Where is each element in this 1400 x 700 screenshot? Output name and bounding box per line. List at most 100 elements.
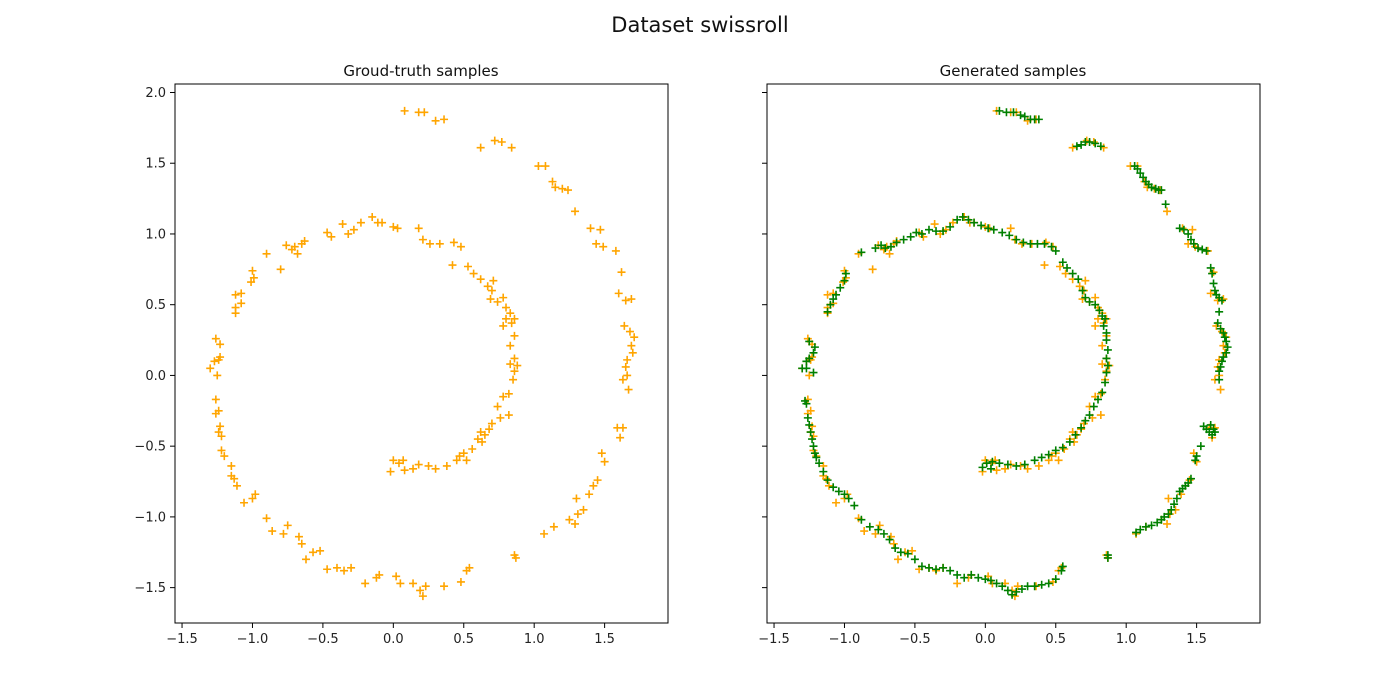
data-point-generated-s1-70 bbox=[1167, 505, 1176, 514]
data-point-ground-truth-s0-176 bbox=[409, 464, 418, 473]
data-point-generated-s0-167 bbox=[1060, 444, 1069, 453]
data-point-generated-s0-137 bbox=[1075, 282, 1084, 291]
data-point-generated-s0-75 bbox=[871, 529, 880, 538]
x-tick-label: 1.0 bbox=[1116, 632, 1137, 647]
data-point-ground-truth-s0-84 bbox=[227, 461, 236, 470]
data-point-ground-truth-s0-86 bbox=[217, 446, 226, 455]
data-point-ground-truth-s0-172 bbox=[442, 461, 451, 470]
data-point-ground-truth-s0-137 bbox=[483, 282, 492, 291]
data-point-generated-s0-80 bbox=[832, 498, 841, 507]
data-point-generated-s1-91 bbox=[1003, 586, 1012, 595]
data-point-generated-s1-118 bbox=[829, 483, 838, 492]
data-point-ground-truth-s0-104 bbox=[237, 289, 246, 298]
x-tick-label: 0.5 bbox=[1045, 632, 1066, 647]
data-point-ground-truth-s0-109 bbox=[276, 265, 285, 274]
x-tick-label: −0.5 bbox=[307, 632, 339, 647]
data-point-ground-truth-s0-127 bbox=[414, 224, 423, 233]
data-point-generated-s0-131 bbox=[1041, 238, 1050, 247]
data-point-ground-truth-s0-133 bbox=[448, 261, 457, 270]
data-point-ground-truth-s0-166 bbox=[478, 437, 487, 446]
data-point-generated-s1-184 bbox=[1095, 306, 1104, 315]
data-point-ground-truth-s0-95 bbox=[210, 357, 219, 366]
data-point-generated-s1-90 bbox=[1008, 590, 1017, 599]
data-point-ground-truth-s0-71 bbox=[301, 555, 310, 564]
data-point-generated-s1-111 bbox=[874, 525, 883, 534]
data-point-ground-truth-s0-170 bbox=[452, 456, 461, 465]
data-point-ground-truth-s0-58 bbox=[418, 592, 427, 601]
data-point-generated-s1-151 bbox=[892, 238, 901, 247]
data-point-ground-truth-s0-165 bbox=[473, 435, 482, 444]
axes-frame-ground-truth bbox=[174, 83, 669, 624]
y-tick-label: 2.0 bbox=[145, 86, 166, 101]
data-point-ground-truth-s0-85 bbox=[220, 452, 229, 461]
data-point-generated-s0-17 bbox=[1188, 225, 1197, 234]
data-point-ground-truth-s0-42 bbox=[585, 490, 594, 499]
data-point-generated-s1-62 bbox=[1191, 456, 1200, 465]
data-point-generated-s1-63 bbox=[1186, 474, 1195, 483]
data-point-ground-truth-s0-31 bbox=[621, 362, 630, 371]
data-point-ground-truth-s0-4 bbox=[440, 115, 449, 124]
data-point-generated-s1-138 bbox=[805, 337, 814, 346]
data-point-generated-s1-29 bbox=[1189, 239, 1198, 248]
data-point-generated-s1-182 bbox=[1085, 297, 1094, 306]
data-point-generated-s1-119 bbox=[823, 476, 832, 485]
data-point-generated-s1-183 bbox=[1091, 300, 1100, 309]
data-point-ground-truth-s0-113 bbox=[293, 249, 302, 258]
data-point-ground-truth-s0-74 bbox=[283, 521, 292, 530]
data-point-generated-s1-117 bbox=[834, 487, 843, 496]
data-point-ground-truth-s0-76 bbox=[268, 527, 277, 536]
data-point-generated-s1-94 bbox=[986, 576, 995, 585]
data-point-generated-s1-213 bbox=[982, 459, 991, 468]
data-point-ground-truth-s0-138 bbox=[489, 276, 498, 285]
data-point-generated-s0-5 bbox=[1068, 143, 1077, 152]
data-point-ground-truth-s0-101 bbox=[231, 303, 240, 312]
data-point-generated-s1-140 bbox=[826, 300, 835, 309]
data-point-generated-s1-112 bbox=[865, 522, 874, 531]
data-point-generated-s0-109 bbox=[868, 265, 877, 274]
data-point-ground-truth-s0-168 bbox=[459, 449, 468, 458]
data-point-ground-truth-s0-43 bbox=[579, 505, 588, 514]
data-point-generated-s1-210 bbox=[1003, 460, 1012, 469]
data-point-ground-truth-s0-23 bbox=[621, 296, 630, 305]
data-point-generated-s1-52 bbox=[1215, 375, 1224, 384]
data-point-ground-truth-s0-27 bbox=[630, 333, 639, 342]
x-tick-label: −1.5 bbox=[758, 632, 790, 647]
data-point-generated-s1-106 bbox=[903, 549, 912, 558]
data-point-generated-s1-188 bbox=[1102, 328, 1111, 337]
data-point-generated-s1-114 bbox=[850, 501, 859, 510]
data-point-ground-truth-s0-141 bbox=[493, 297, 502, 306]
data-point-generated-s1-145 bbox=[841, 269, 850, 278]
data-point-ground-truth-s0-59 bbox=[409, 579, 418, 588]
data-point-ground-truth-s0-22 bbox=[614, 289, 623, 298]
data-point-generated-s1-198 bbox=[1085, 411, 1094, 420]
data-point-generated-s1-97 bbox=[967, 570, 976, 579]
data-point-generated-s1-200 bbox=[1077, 423, 1086, 432]
data-point-ground-truth-s0-119 bbox=[344, 229, 353, 238]
data-point-generated-s1-89 bbox=[1012, 587, 1021, 596]
data-point-generated-s1-104 bbox=[917, 562, 926, 571]
data-point-generated-s1-126 bbox=[806, 428, 815, 437]
data-point-ground-truth-s0-162 bbox=[485, 425, 494, 434]
data-point-ground-truth-s0-164 bbox=[480, 430, 489, 439]
data-point-ground-truth-s0-48 bbox=[549, 522, 558, 531]
data-point-ground-truth-s0-124 bbox=[378, 218, 387, 227]
data-point-ground-truth-s0-143 bbox=[502, 303, 511, 312]
data-point-ground-truth-s0-44 bbox=[573, 510, 582, 519]
data-point-generated-s1-12 bbox=[1091, 139, 1100, 148]
data-point-generated-s0-173 bbox=[1023, 464, 1032, 473]
data-point-generated-s1-199 bbox=[1081, 416, 1090, 425]
data-point-generated-s1-147 bbox=[871, 244, 880, 253]
data-point-ground-truth-s0-130 bbox=[435, 239, 444, 248]
data-point-generated-s1-47 bbox=[1222, 348, 1231, 357]
data-point-generated-s0-21 bbox=[1209, 268, 1218, 277]
x-tick-label: 1.0 bbox=[524, 632, 545, 647]
data-point-generated-s1-157 bbox=[932, 227, 941, 236]
x-tick-label: −0.5 bbox=[899, 632, 931, 647]
data-point-generated-s1-48 bbox=[1219, 353, 1228, 362]
data-point-generated-s1-155 bbox=[917, 229, 926, 238]
data-point-generated-s1-121 bbox=[815, 459, 824, 468]
data-point-generated-s1-171 bbox=[1026, 239, 1035, 248]
data-point-generated-s1-92 bbox=[998, 582, 1007, 591]
data-point-generated-s0-150 bbox=[1098, 341, 1107, 350]
data-point-generated-s1-164 bbox=[977, 221, 986, 230]
